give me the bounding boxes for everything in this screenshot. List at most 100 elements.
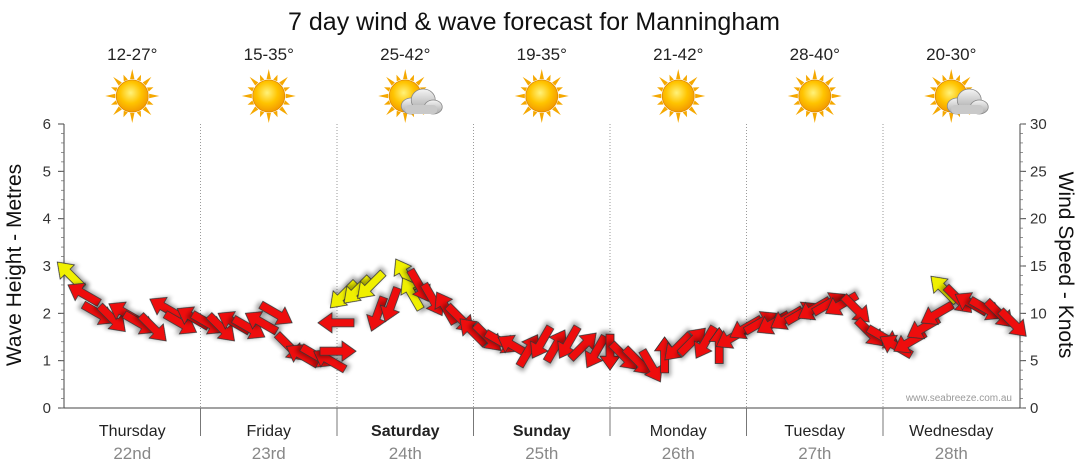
sun-ray	[520, 100, 528, 105]
sun-ray	[384, 87, 391, 92]
sun-ray	[123, 110, 128, 118]
wind-arrow	[67, 282, 102, 307]
day-name-label: Sunday	[513, 423, 571, 440]
sun-ray	[924, 93, 935, 99]
day-date-label: 27th	[798, 444, 831, 463]
day-date-label: 26th	[662, 444, 695, 463]
left-axis-label: Wave Height - Metres	[3, 164, 26, 366]
sun-cloud-icon	[378, 69, 443, 123]
sun-ray	[688, 76, 698, 86]
sun-ray	[285, 93, 296, 99]
sun-icon	[105, 69, 160, 123]
sun-ray	[812, 112, 817, 123]
day-name-label: Wednesday	[909, 423, 993, 440]
sun-ray	[249, 106, 259, 116]
wind-arrow	[319, 340, 357, 362]
sun-ray	[396, 110, 401, 118]
chart-title: 7 day wind & wave forecast for Manningha…	[288, 8, 780, 36]
sun-ray	[949, 69, 954, 80]
wind-arrow	[329, 278, 360, 309]
wind-arrow	[997, 307, 1027, 337]
sun-ray	[669, 110, 674, 118]
sun-ray	[805, 74, 811, 82]
sun-ray	[146, 100, 154, 105]
temperature-range: 12-27°	[107, 45, 157, 64]
sun-ray	[149, 93, 160, 99]
sun-ray	[659, 76, 668, 86]
plot-area	[63, 124, 1021, 436]
sun-ray	[539, 112, 544, 123]
wind-arrows	[56, 258, 1027, 383]
sun-disc	[798, 79, 832, 113]
sun-ray	[812, 69, 817, 80]
sun-ray	[111, 100, 118, 105]
sun-ray	[279, 106, 288, 116]
day-name-label: Tuesday	[784, 423, 845, 440]
day-date-label: 25th	[525, 444, 558, 463]
sun-ray	[249, 76, 259, 86]
temperature-range: 28-40°	[790, 45, 840, 64]
sun-ray	[932, 76, 941, 86]
temperature-range: 21-42°	[653, 45, 703, 64]
cloud-shape	[946, 88, 989, 115]
left-tick-label: 4	[43, 211, 51, 228]
cloud-base	[405, 105, 438, 114]
sun-ray	[657, 100, 664, 105]
sun-ray	[825, 76, 834, 86]
sun-ray	[787, 93, 798, 99]
sun-ray	[514, 93, 525, 99]
sun-ray	[259, 74, 265, 82]
sun-ray	[795, 106, 805, 116]
wind-arrow	[343, 274, 373, 304]
left-tick-label: 6	[43, 116, 51, 133]
sun-disc	[115, 79, 149, 113]
wind-arrow	[840, 293, 870, 323]
sun-ray	[556, 100, 563, 105]
sun-ray	[955, 74, 961, 82]
right-axis-ticks: 0 5 10 15 20 25 30	[1020, 116, 1047, 417]
sun-ray	[552, 106, 561, 116]
temperature-range: 19-35°	[517, 45, 567, 64]
sun-ray	[949, 112, 954, 123]
day-name-label: Monday	[650, 423, 707, 440]
sun-ray	[130, 69, 135, 80]
day-name-label: Saturday	[371, 423, 440, 440]
sun-ray	[546, 110, 551, 118]
temperature-range: 20-30°	[926, 45, 976, 64]
wind-arrow	[459, 318, 489, 348]
right-tick-label: 5	[1030, 353, 1038, 370]
temperature-range: 25-42°	[380, 45, 430, 64]
sun-ray	[247, 100, 255, 105]
sun-ray	[522, 76, 532, 86]
sun-ray	[805, 110, 811, 118]
sun-ray	[552, 76, 561, 86]
cloud-base	[951, 105, 984, 114]
sun-ray	[415, 76, 425, 86]
left-tick-label: 5	[43, 163, 51, 180]
sun-ray	[136, 74, 142, 82]
sun-ray	[942, 110, 947, 118]
day-name-label: Friday	[247, 423, 291, 440]
sun-disc	[525, 79, 559, 113]
sun-ray	[539, 69, 544, 80]
sun-ray	[546, 74, 551, 82]
sun-ray	[123, 74, 128, 82]
sun-ray	[386, 106, 395, 116]
left-tick-label: 2	[43, 305, 51, 322]
sun-ray	[384, 100, 391, 105]
sun-ray	[961, 76, 971, 86]
cloud-shape	[400, 88, 443, 115]
sun-ray	[657, 87, 664, 92]
sun-ray	[676, 69, 681, 80]
right-tick-label: 15	[1030, 258, 1047, 275]
right-tick-label: 10	[1030, 305, 1047, 322]
sun-icon	[514, 69, 569, 123]
sun-ray	[105, 93, 116, 99]
wind-arrow	[258, 300, 293, 325]
sun-ray	[283, 87, 290, 92]
sun-ray	[676, 112, 681, 123]
day-date-label: 28th	[935, 444, 968, 463]
sun-ray	[386, 76, 395, 86]
right-tick-label: 25	[1030, 163, 1047, 180]
wind-arrow	[357, 269, 387, 299]
